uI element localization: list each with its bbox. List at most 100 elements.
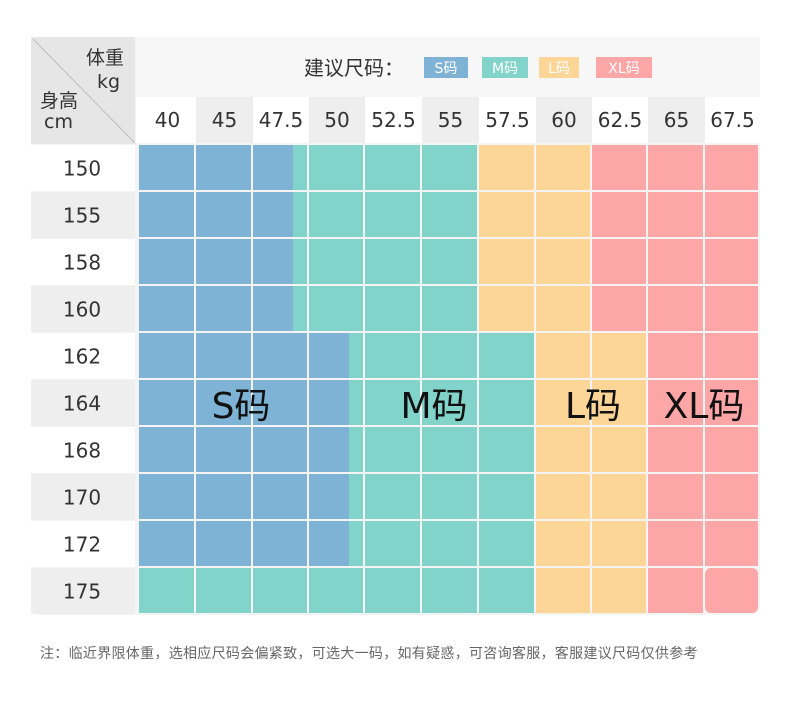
size-cell [422,521,477,566]
height-axis-label: 身高 [40,90,78,112]
size-cell [479,568,534,613]
size-cell [648,286,703,331]
height-tick-label: 172 [63,533,101,557]
size-cell [479,474,534,519]
size-cell [196,192,251,237]
size-cell [309,380,349,425]
legend-label: L码 [548,61,570,77]
height-tick-label: 168 [63,439,101,463]
size-cell [139,333,194,378]
weight-tick-label: 62.5 [598,108,643,132]
size-cell [196,239,251,284]
height-tick-label: 175 [63,580,101,604]
size-cell [536,286,590,331]
height-tick-label: 155 [63,204,101,228]
size-cell [705,568,758,613]
legend-swatch [482,57,528,78]
size-cell [309,192,363,237]
size-cell [365,286,420,331]
height-tick-label: 150 [63,157,101,181]
size-cell [309,427,349,472]
size-region-label: XL码 [664,386,745,427]
size-cell [592,333,646,378]
size-cell [422,333,477,378]
height-header-band [31,474,135,520]
size-cell [196,380,251,425]
size-cell [365,427,420,472]
weight-header-band [309,97,365,143]
weight-tick-label: 65 [664,108,689,132]
size-cell [592,286,646,331]
size-cell [648,427,703,472]
height-tick-label: 164 [63,392,101,416]
legend-swatch [596,57,652,78]
size-cell [196,474,251,519]
weight-tick-label: 52.5 [371,108,416,132]
size-cell [479,192,534,237]
size-cell [365,380,420,425]
size-cell [196,333,251,378]
height-tick-label: 160 [63,298,101,322]
size-cell [365,192,420,237]
size-cell [422,568,477,613]
size-cell [365,474,420,519]
size-cell [592,239,646,284]
size-cell [139,145,194,190]
size-cell [139,380,194,425]
size-cell [705,286,758,331]
size-cell [592,380,646,425]
size-cell [422,380,477,425]
weight-tick-label: 40 [155,108,180,132]
size-cell [536,380,590,425]
size-cell [536,427,590,472]
size-cell [196,145,251,190]
weight-tick-label: 67.5 [710,108,755,132]
size-cell [196,568,251,613]
size-cell [253,239,293,284]
size-cell [705,380,758,425]
legend-swatch [424,57,468,78]
size-cell [648,145,703,190]
size-cell [253,521,307,566]
size-cell [479,239,534,284]
size-cell [648,568,703,613]
legend-label: XL码 [608,61,639,77]
height-header-band [31,427,135,473]
size-cell [253,427,307,472]
size-cell [365,239,420,284]
size-cell [253,568,307,613]
size-cell [536,239,590,284]
size-cell [648,521,703,566]
size-cell-split [293,145,307,190]
size-cell [365,333,420,378]
height-header-band [31,239,135,285]
size-cell [705,427,758,472]
size-cell [536,333,590,378]
size-cell [479,427,534,472]
height-header-band [31,380,135,426]
chart-title: 建议尺码： [304,56,404,80]
size-cell [422,192,477,237]
height-tick-label: 170 [63,486,101,510]
size-cell [536,192,590,237]
size-cell [479,145,534,190]
size-cell [365,521,420,566]
size-cell [705,521,758,566]
size-cell-split [349,333,363,378]
size-cell [139,474,194,519]
size-cell [253,286,293,331]
size-cell [422,474,477,519]
size-cell [309,239,363,284]
size-cell [705,474,758,519]
size-cell [479,286,534,331]
size-cell [592,568,646,613]
size-cell [139,427,194,472]
size-cell [479,521,534,566]
size-cell [592,521,646,566]
size-cell [253,380,307,425]
weight-header-band [422,97,479,143]
size-cell [705,239,758,284]
size-cell [309,568,363,613]
weight-header-band [196,97,253,143]
weight-tick-label: 47.5 [259,108,304,132]
